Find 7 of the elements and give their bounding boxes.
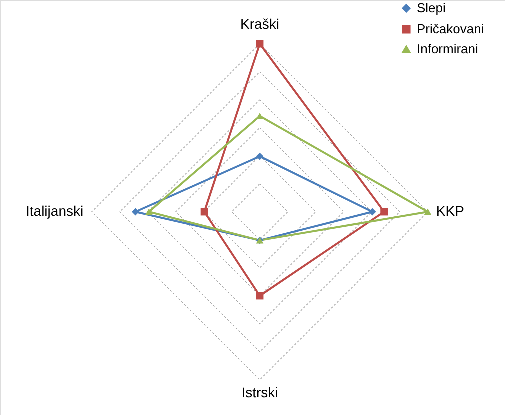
spoke-label: KKP — [436, 203, 464, 219]
legend-label: Slepi — [417, 0, 446, 16]
legend-label: Pričakovani — [417, 22, 484, 36]
legend-label: Informirani — [417, 42, 479, 56]
spoke-label: Kraški — [240, 16, 280, 32]
spoke-label: Italijanski — [26, 203, 84, 219]
spoke-label: Istrski — [242, 384, 278, 401]
